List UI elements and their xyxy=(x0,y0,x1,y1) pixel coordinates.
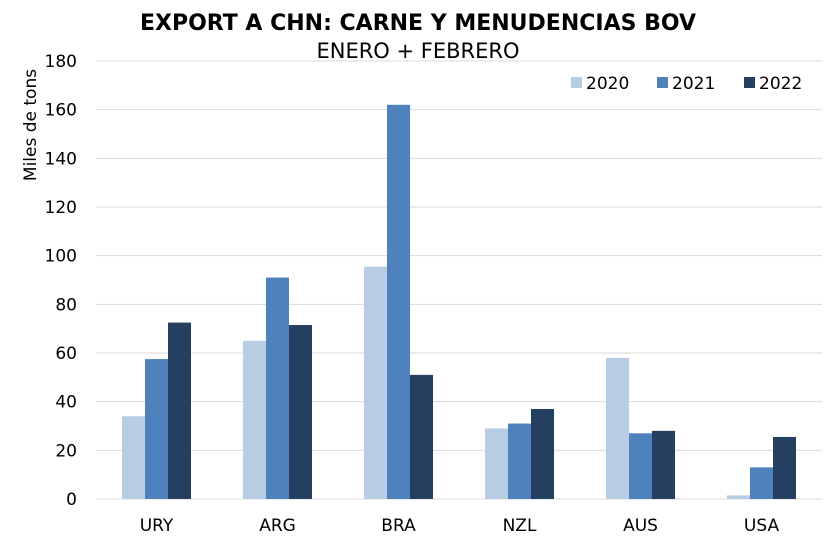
bar-arg-2021 xyxy=(266,277,289,499)
legend-swatch-2021 xyxy=(657,77,668,88)
bar-ury-2020 xyxy=(122,416,145,499)
legend-label: 2020 xyxy=(586,74,629,94)
y-tick-label: 100 xyxy=(45,247,77,267)
bars xyxy=(122,104,796,500)
bar-aus-2021 xyxy=(629,433,652,499)
bar-usa-2021 xyxy=(750,467,773,499)
bar-aus-2022 xyxy=(652,430,675,499)
legend: 2020 2021 2022 xyxy=(571,74,802,94)
chart-subtitle: ENERO + FEBRERO xyxy=(316,39,519,63)
legend-label: 2021 xyxy=(672,74,715,94)
bar-arg-2020 xyxy=(243,340,266,499)
bar-bra-2022 xyxy=(410,374,433,499)
y-tick-label: 120 xyxy=(45,198,77,218)
x-tick-label: AUS xyxy=(623,516,658,536)
x-tick-label: USA xyxy=(744,516,780,536)
chart-title: EXPORT A CHN: CARNE Y MENUDENCIAS BOV xyxy=(140,11,696,36)
legend-swatch-2020 xyxy=(571,77,582,88)
y-tick-label: 80 xyxy=(55,295,77,315)
x-tick-label: URY xyxy=(140,516,174,536)
y-tick-label: 160 xyxy=(45,101,77,121)
bar-usa-2022 xyxy=(773,436,796,499)
legend-swatch-2022 xyxy=(744,77,755,88)
bar-aus-2020 xyxy=(606,357,629,499)
bar-ury-2022 xyxy=(168,322,191,499)
y-tick-label: 140 xyxy=(45,149,77,169)
legend-label: 2022 xyxy=(759,74,802,94)
bar-arg-2022 xyxy=(289,325,312,499)
bar-ury-2021 xyxy=(145,359,168,499)
x-axis-ticks: URY ARG BRA NZL AUS USA xyxy=(140,516,780,536)
y-axis-label: Miles de tons xyxy=(21,69,41,181)
bar-bra-2020 xyxy=(364,266,387,499)
bar-nzl-2020 xyxy=(485,428,508,499)
y-tick-label: 0 xyxy=(66,490,77,510)
y-tick-label: 180 xyxy=(45,52,77,72)
y-tick-label: 40 xyxy=(55,393,77,413)
bar-nzl-2022 xyxy=(531,408,554,499)
y-axis-ticks: 0 20 40 60 80 100 120 140 160 180 xyxy=(45,52,77,510)
bar-bra-2021 xyxy=(387,104,410,500)
gridlines xyxy=(96,60,822,500)
x-tick-label: BRA xyxy=(381,516,416,536)
bar-nzl-2021 xyxy=(508,423,531,499)
x-tick-label: ARG xyxy=(259,516,296,536)
y-tick-label: 20 xyxy=(55,441,77,461)
y-tick-label: 60 xyxy=(55,344,77,364)
x-tick-label: NZL xyxy=(503,516,537,536)
bar-usa-2020 xyxy=(727,495,750,499)
